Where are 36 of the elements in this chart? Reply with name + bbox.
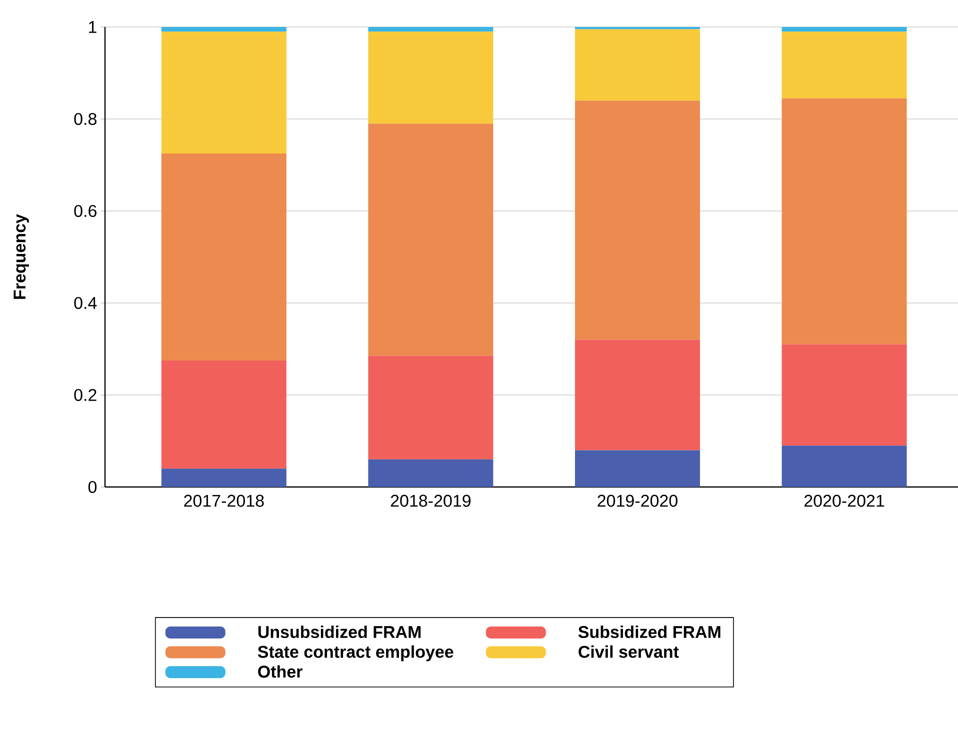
bar <box>782 32 907 98</box>
bar <box>161 153 286 360</box>
x-tick-label: 2019-2020 <box>598 494 678 507</box>
bar <box>368 356 494 460</box>
bar <box>782 26 907 32</box>
bar <box>161 32 286 154</box>
bar <box>574 29 700 101</box>
legend-label: State contract employee <box>258 645 454 662</box>
y-tick-label: 0.2 <box>74 388 96 402</box>
bar <box>574 26 700 30</box>
bar <box>368 459 494 487</box>
y-tick-label: 0.4 <box>74 296 97 310</box>
bar <box>782 446 907 487</box>
bar <box>161 468 286 487</box>
bar <box>782 98 907 344</box>
bar <box>574 100 700 340</box>
bar <box>782 344 907 446</box>
bar <box>368 32 494 124</box>
bar <box>574 450 700 487</box>
bar <box>161 360 286 469</box>
y-tick-label: 0.6 <box>74 204 96 218</box>
y-tick-label: 0.8 <box>74 112 96 126</box>
x-tick-label: 2018-2019 <box>390 494 471 507</box>
bar <box>368 26 494 32</box>
legend-label: Unsubsidized FRAM <box>258 626 421 638</box>
legend-label: Civil servant <box>578 645 679 658</box>
x-tick-label: 2017-2018 <box>184 494 264 507</box>
y-tick-label: 0 <box>88 480 97 494</box>
legend-label: Other <box>258 665 302 678</box>
legend-label: Subsidized FRAM <box>578 626 720 638</box>
bar <box>161 26 286 32</box>
bar <box>368 124 494 356</box>
y-axis-title: Frequency <box>14 214 29 299</box>
y-tick-label: 1 <box>89 21 96 33</box>
bar <box>574 340 700 450</box>
x-tick-label: 2020-2021 <box>804 494 884 507</box>
